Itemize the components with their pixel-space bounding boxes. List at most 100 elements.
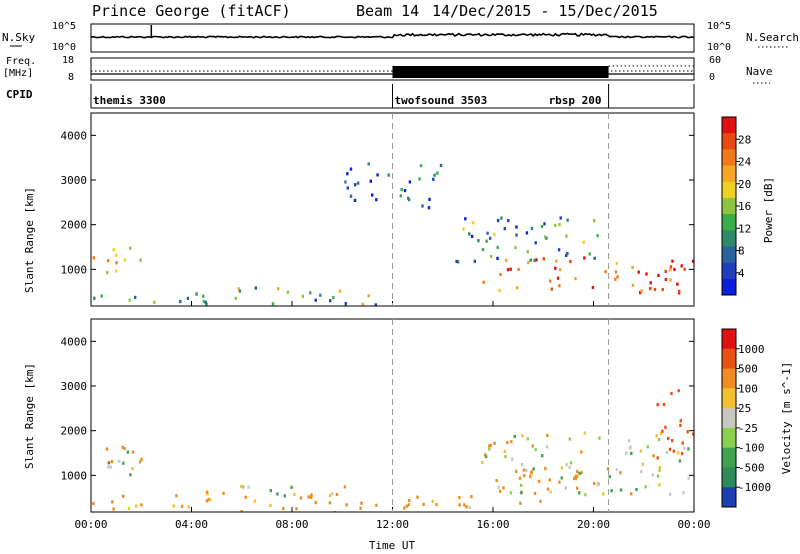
echo-cell [677,389,680,393]
echo-cell [616,275,619,279]
colorbar-tick-label: 16 [738,200,751,213]
echo-cell [639,449,643,453]
colorbar-tick-label: 25 [738,402,751,415]
echo-cell [511,457,514,461]
echo-cell [481,248,485,252]
echo-cell [405,504,408,508]
echo-cell [333,511,337,512]
echo-cell [680,264,683,268]
echo-cell [515,469,518,474]
y-tick-label: 1000 [61,263,88,276]
echo-cell [678,459,682,463]
echo-cell [593,481,596,486]
echo-cell [566,218,569,222]
echo-cell [92,256,95,260]
echo-cell [637,270,640,274]
echo-cell [293,492,296,496]
echo-cell [558,284,561,288]
echo-cell [596,483,599,487]
echo-cell [314,501,317,505]
power-echo-layer [92,162,694,306]
colorbar-swatch [722,487,736,508]
x-tick-label: 08:00 [275,518,308,531]
nsky-label: N.Sky [2,31,35,44]
echo-cell [408,180,412,184]
echo-cell [514,246,517,250]
y-tick-label: 1000 [61,469,88,482]
echo-cell [107,461,111,465]
echo-cell [639,291,642,295]
echo-cell [107,465,110,469]
echo-cell [569,461,573,465]
colorbar-swatch [722,447,736,468]
echo-cell [436,171,439,175]
echo-cell [129,473,132,477]
echo-cell [679,419,682,423]
echo-cell [539,499,542,503]
date-range: 14/Dec/2015 - 15/Dec/2015 [432,2,658,20]
echo-cell [465,505,468,509]
echo-cell [574,474,578,478]
echo-cell [328,501,332,505]
echo-cell [463,503,466,507]
echo-cell [175,494,178,498]
echo-cell [422,502,425,506]
echo-cell [112,248,115,252]
echo-cell [596,234,599,238]
echo-cell [187,505,190,509]
echo-cell [676,451,680,455]
echo-cell [669,265,673,269]
colorbar-tick-label: 4 [738,267,745,280]
echo-cell [128,298,131,302]
echo-cell [521,434,524,438]
echo-cell [468,506,472,510]
echo-cell [517,267,520,271]
echo-cell [657,437,661,441]
echo-cell [400,188,403,192]
echo-cell [338,289,342,293]
echo-cell [244,495,247,499]
echo-cell [301,294,304,298]
echo-cell [529,258,532,262]
echo-cell [593,256,596,260]
echo-cell [367,294,370,298]
echo-cell [375,198,378,202]
echo-cell [657,273,660,277]
echo-cell [473,259,476,263]
cpid-label: CPID [6,88,33,101]
echo-cell [661,429,664,433]
echo-cell [464,217,467,221]
echo-cell [653,287,657,292]
echo-cell [664,425,667,429]
colorbar-tick-label: 100 [738,382,758,395]
echo-cell [354,183,357,187]
echo-cell [680,452,684,456]
echo-cell [309,495,313,499]
echo-cell [565,234,568,238]
power-ylabel: Slant Range [km] [23,187,36,293]
echo-cell [504,454,507,459]
echo-cell [568,465,571,469]
echo-cell [483,453,487,457]
echo-cell [408,498,411,503]
colorbar-swatch [722,368,736,389]
echo-cell [513,434,516,438]
echo-cell [179,299,182,304]
x-tick-label: 00:00 [74,518,107,531]
echo-cell [659,431,663,435]
echo-cell [207,497,210,501]
echo-cell [635,487,638,492]
echo-cell [578,491,581,495]
echo-cell [195,292,198,296]
echo-cell [670,391,673,396]
colorbar-swatch [722,246,736,264]
echo-cell [672,449,676,453]
echo-cell [482,280,485,284]
echo-cell [582,240,585,244]
echo-cell [518,476,522,480]
echo-cell [344,180,347,184]
echo-cell [544,466,547,471]
echo-cell [205,490,209,494]
echo-cell [560,466,564,470]
